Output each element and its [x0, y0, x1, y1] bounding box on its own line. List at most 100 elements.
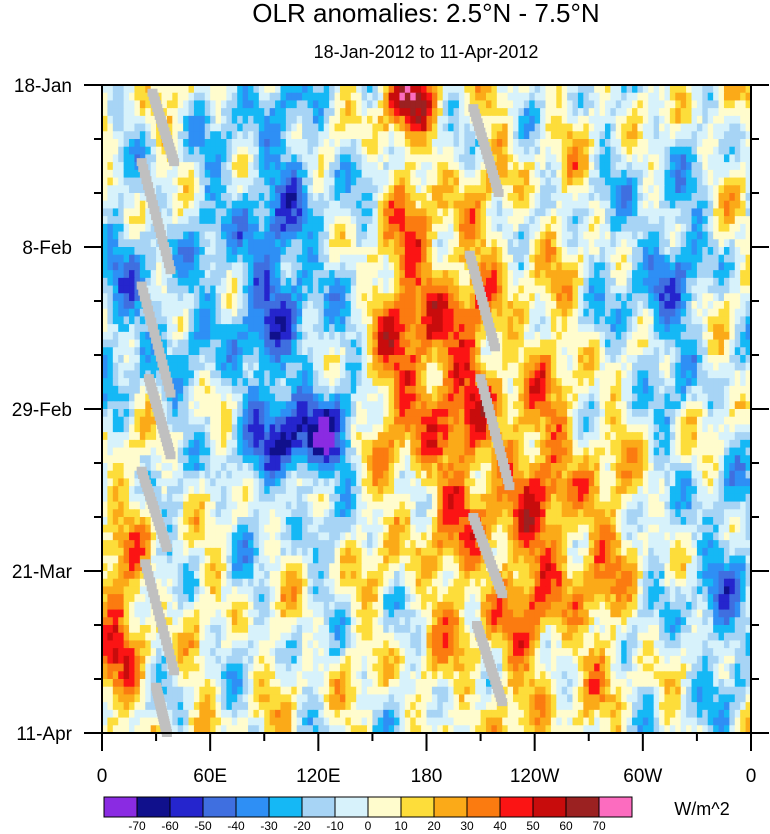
- heatmap-cell: [556, 146, 563, 156]
- heatmap-cell: [604, 324, 611, 333]
- heatmap-cell: [696, 85, 703, 94]
- heatmap-cell: [404, 362, 411, 372]
- heatmap-cell: [161, 208, 168, 217]
- heatmap-cell: [513, 331, 520, 341]
- heatmap-cell: [302, 108, 309, 117]
- heatmap-cell: [361, 378, 368, 387]
- heatmap-cell: [356, 123, 363, 132]
- heatmap-cell: [280, 347, 287, 356]
- heatmap-cell: [275, 262, 282, 271]
- heatmap-cell: [588, 193, 595, 202]
- heatmap-cell: [599, 293, 606, 302]
- heatmap-cell: [507, 223, 514, 233]
- heatmap-cell: [615, 185, 622, 194]
- heatmap-cell: [280, 162, 287, 171]
- heatmap-cell: [285, 154, 292, 163]
- heatmap-cell: [702, 277, 709, 287]
- heatmap-cell: [572, 285, 579, 294]
- heatmap-cell: [156, 370, 163, 379]
- heatmap-cell: [464, 285, 471, 294]
- heatmap-cell: [388, 262, 395, 271]
- heatmap-cell: [291, 92, 298, 102]
- heatmap-cell: [648, 216, 655, 225]
- heatmap-cell: [561, 331, 568, 341]
- heatmap-cell: [475, 239, 482, 248]
- heatmap-cell: [588, 208, 595, 217]
- heatmap-cell: [545, 247, 552, 256]
- heatmap-cell: [404, 301, 411, 310]
- heatmap-cell: [513, 247, 520, 256]
- heatmap-cell: [675, 277, 682, 287]
- heatmap-cell: [302, 193, 309, 202]
- heatmap-cell: [123, 223, 130, 233]
- heatmap-cell: [637, 123, 644, 132]
- heatmap-cell: [572, 123, 579, 132]
- heatmap-cell: [702, 385, 709, 395]
- heatmap-cell: [226, 146, 233, 156]
- heatmap-cell: [323, 355, 330, 364]
- heatmap-cell: [729, 393, 736, 402]
- heatmap-cell: [561, 92, 568, 102]
- heatmap-cell: [112, 208, 119, 217]
- heatmap-cell: [242, 162, 249, 171]
- heatmap-cell: [642, 200, 649, 210]
- heatmap-cell: [139, 123, 146, 132]
- heatmap-cell: [453, 362, 460, 372]
- heatmap-cell: [356, 108, 363, 117]
- heatmap-cell: [453, 293, 460, 302]
- heatmap-cell: [285, 254, 292, 264]
- heatmap-cell: [410, 308, 417, 318]
- heatmap-cell: [664, 223, 671, 233]
- heatmap-cell: [129, 401, 136, 410]
- heatmap-cell: [718, 262, 725, 271]
- heatmap-cell: [177, 139, 184, 148]
- heatmap-cell: [129, 301, 136, 310]
- heatmap-cell: [129, 231, 136, 240]
- heatmap-cell: [237, 216, 244, 225]
- heatmap-cell: [686, 339, 693, 348]
- heatmap-cell: [718, 277, 725, 287]
- heatmap-cell: [102, 169, 109, 179]
- heatmap-cell: [312, 385, 319, 395]
- heatmap-cell: [339, 185, 346, 194]
- heatmap-cell: [453, 393, 460, 402]
- heatmap-cell: [210, 139, 217, 148]
- heatmap-cell: [648, 146, 655, 156]
- heatmap-cell: [594, 185, 601, 194]
- heatmap-cell: [669, 324, 676, 333]
- heatmap-cell: [426, 339, 433, 348]
- heatmap-cell: [696, 362, 703, 372]
- heatmap-cell: [453, 231, 460, 240]
- heatmap-cell: [545, 100, 552, 109]
- heatmap-cell: [464, 393, 471, 402]
- heatmap-cell: [334, 139, 341, 148]
- heatmap-cell: [567, 324, 574, 333]
- heatmap-cell: [745, 347, 752, 356]
- heatmap-cell: [550, 100, 557, 109]
- heatmap-cell: [258, 254, 265, 264]
- heatmap-cell: [723, 393, 730, 402]
- heatmap-cell: [280, 154, 287, 163]
- heatmap-cell: [615, 239, 622, 248]
- heatmap-cell: [302, 216, 309, 225]
- heatmap-cell: [307, 239, 314, 248]
- heatmap-cell: [399, 115, 406, 125]
- heatmap-cell: [599, 169, 606, 179]
- heatmap-cell: [404, 262, 411, 271]
- heatmap-cell: [383, 277, 390, 287]
- heatmap-cell: [485, 123, 492, 132]
- heatmap-cell: [248, 115, 255, 125]
- heatmap-cell: [183, 370, 190, 379]
- heatmap-cell: [177, 301, 184, 310]
- heatmap-cell: [691, 185, 698, 194]
- heatmap-cell: [334, 347, 341, 356]
- heatmap-cell: [691, 223, 698, 233]
- heatmap-cell: [377, 131, 384, 140]
- heatmap-cell: [112, 401, 119, 410]
- heatmap-cell: [529, 277, 536, 287]
- heatmap-cell: [740, 378, 747, 387]
- heatmap-cell: [372, 347, 379, 356]
- heatmap-cell: [415, 301, 422, 310]
- heatmap-cell: [637, 216, 644, 225]
- heatmap-cell: [220, 216, 227, 225]
